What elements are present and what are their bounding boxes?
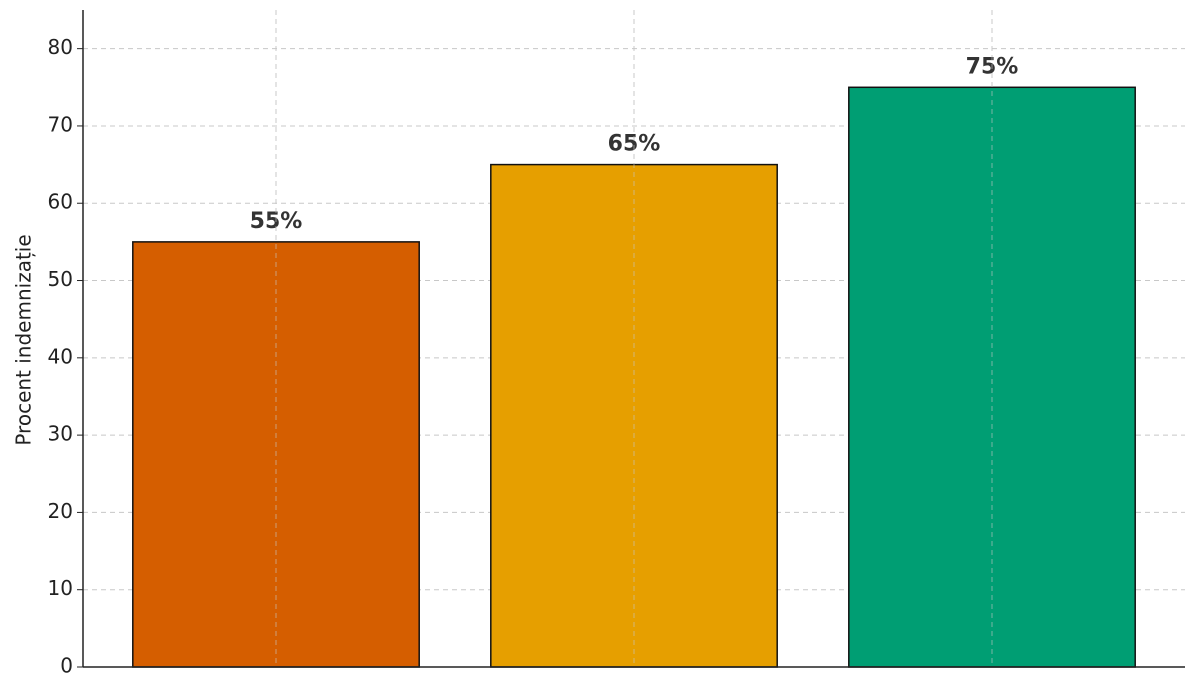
y-tick-label: 60 — [48, 190, 73, 214]
value-label: 65% — [608, 132, 661, 157]
y-tick-label: 0 — [60, 654, 73, 675]
y-tick-label: 10 — [48, 576, 73, 600]
y-tick-label: 30 — [48, 422, 73, 446]
y-tick-label: 20 — [48, 499, 73, 523]
y-tick-label: 80 — [48, 35, 73, 59]
y-tick-label: 50 — [48, 267, 73, 291]
y-axis-label: Procent indemnizație — [12, 234, 36, 445]
y-tick-label: 40 — [48, 344, 73, 368]
y-tick-label: 70 — [48, 112, 73, 136]
